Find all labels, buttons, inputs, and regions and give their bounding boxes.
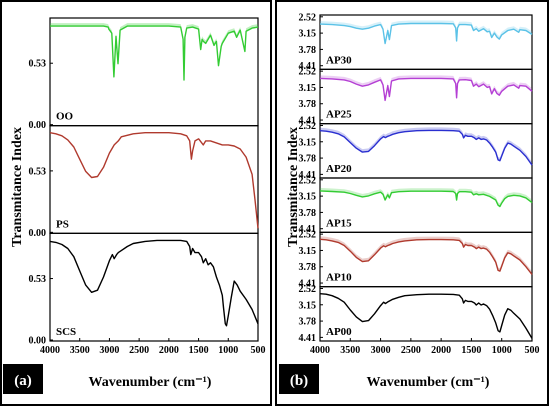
y-tick-label-ap00-2: 3.78 bbox=[299, 317, 317, 328]
series-band-ap15 bbox=[320, 187, 532, 207]
series-band-ap20 bbox=[320, 127, 532, 166]
series-label-ap20: AP20 bbox=[326, 163, 352, 175]
series-line-ap25 bbox=[319, 77, 533, 102]
x-tick-label-a-7: 500 bbox=[251, 345, 266, 356]
y-tick-label-ap10-3: 4.41 bbox=[299, 279, 317, 290]
series-label-oo: OO bbox=[56, 111, 74, 123]
panel-a-ylabel: Transmitance Index bbox=[10, 127, 25, 247]
y-tick-label-ap15-1: 3.15 bbox=[299, 192, 317, 203]
series-label-ap30: AP30 bbox=[326, 54, 352, 66]
subplot-frame-ps bbox=[49, 125, 259, 234]
panel-b-badge: (b) bbox=[290, 373, 308, 389]
subplot-frame-ap10 bbox=[319, 231, 533, 288]
y-tick-label-ap15-2: 3.78 bbox=[299, 208, 317, 219]
y-tick-label-ps-0: 0.53 bbox=[29, 166, 47, 177]
y-tick-label-ap20-2: 3.78 bbox=[299, 154, 317, 165]
x-tick-label-b-1: 3500 bbox=[340, 345, 360, 356]
y-tick-label-ap10-1: 3.15 bbox=[299, 246, 317, 257]
y-tick-label-ap00-0: 2.52 bbox=[299, 284, 317, 295]
y-tick-label-ap00-3: 4.41 bbox=[299, 333, 317, 344]
x-tick-label-b-0: 4000 bbox=[310, 345, 330, 356]
series-line-ap00 bbox=[319, 293, 533, 339]
y-tick-label-ap30-0: 2.52 bbox=[299, 12, 317, 23]
y-tick-label-ap30-2: 3.78 bbox=[299, 45, 317, 56]
y-tick-label-ap30-3: 4.41 bbox=[299, 61, 317, 72]
series-line-ap30 bbox=[319, 22, 533, 45]
y-tick-label-ap30-1: 3.15 bbox=[299, 29, 317, 40]
series-label-scs: SCS bbox=[56, 326, 76, 338]
panel-a-frame bbox=[0, 0, 272, 406]
y-tick-label-ap25-3: 4.41 bbox=[299, 116, 317, 127]
y-tick-label-scs-0: 0.53 bbox=[29, 274, 47, 285]
y-tick-label-ap20-1: 3.15 bbox=[299, 137, 317, 148]
y-tick-label-ap25-2: 3.78 bbox=[299, 99, 317, 110]
x-tick-label-b-2: 3000 bbox=[371, 345, 391, 356]
panel-a-badge: (a) bbox=[14, 373, 32, 389]
series-line-ap10 bbox=[319, 238, 533, 275]
series-label-ap15: AP15 bbox=[326, 217, 352, 229]
y-tick-label-ap10-0: 2.52 bbox=[299, 230, 317, 241]
x-tick-label-a-0: 4000 bbox=[40, 345, 60, 356]
panel-a-xlabel: Wavenumber (cm⁻¹) bbox=[89, 375, 212, 390]
x-tick-label-b-3: 2500 bbox=[401, 345, 421, 356]
x-tick-label-b-7: 500 bbox=[525, 345, 540, 356]
x-tick-label-a-4: 2000 bbox=[159, 345, 179, 356]
series-label-ap25: AP25 bbox=[326, 109, 352, 121]
y-tick-label-ap15-0: 2.52 bbox=[299, 175, 317, 186]
series-label-ap10: AP10 bbox=[326, 272, 352, 284]
subplot-frame-ap20 bbox=[319, 123, 533, 179]
plot-layer: 0.53 0.00 OO 0.53 0.00 PS 0.53 0.00 SCS 4000 3500 3… bbox=[29, 12, 540, 356]
x-tick-label-a-5: 1500 bbox=[189, 345, 209, 356]
series-band-ap10 bbox=[320, 236, 532, 275]
x-tick-label-a-6: 1000 bbox=[218, 345, 238, 356]
series-line-oo bbox=[50, 25, 259, 81]
panel-b-xlabel: Wavenumber (cm⁻¹) bbox=[367, 375, 490, 390]
x-tick-label-b-4: 2000 bbox=[431, 345, 451, 356]
subplot-frame-ap00 bbox=[319, 286, 533, 342]
x-tick-label-a-2: 3000 bbox=[99, 345, 119, 356]
series-line-ps bbox=[49, 132, 259, 229]
x-tick-label-b-6: 1000 bbox=[492, 345, 512, 356]
y-tick-label-ap10-2: 3.78 bbox=[299, 262, 317, 273]
series-label-ap00: AP00 bbox=[326, 326, 352, 338]
y-tick-label-scs-1: 0.00 bbox=[29, 336, 47, 347]
y-tick-label-oo-0: 0.53 bbox=[29, 59, 47, 70]
y-tick-label-ap00-1: 3.15 bbox=[299, 300, 317, 311]
panel-b-frame bbox=[275, 0, 549, 406]
series-band-oo bbox=[50, 23, 258, 81]
series-line-scs bbox=[49, 239, 259, 327]
y-tick-label-ps-1: 0.00 bbox=[29, 228, 47, 239]
series-label-ps: PS bbox=[56, 218, 69, 230]
y-tick-label-ap25-1: 3.15 bbox=[299, 83, 317, 94]
panel-b-badge-box bbox=[279, 364, 319, 394]
series-line-ap15 bbox=[319, 190, 533, 208]
y-tick-label-ap20-3: 4.41 bbox=[299, 170, 317, 181]
panel-b-ylabel: Transmitance Index bbox=[286, 127, 301, 247]
y-tick-label-ap15-3: 4.41 bbox=[299, 224, 317, 235]
x-tick-label-a-3: 2500 bbox=[129, 345, 149, 356]
panel-a-badge-box bbox=[3, 364, 43, 394]
x-tick-label-b-5: 1500 bbox=[461, 345, 481, 356]
series-band-ap25 bbox=[320, 75, 532, 101]
subplot-frame-scs bbox=[49, 232, 259, 342]
y-tick-label-ap20-0: 2.52 bbox=[299, 121, 317, 132]
series-line-ap20 bbox=[319, 129, 533, 166]
x-tick-label-a-1: 3500 bbox=[70, 345, 90, 356]
y-tick-label-oo-1: 0.00 bbox=[29, 120, 47, 131]
y-tick-label-ap25-0: 2.52 bbox=[299, 67, 317, 78]
